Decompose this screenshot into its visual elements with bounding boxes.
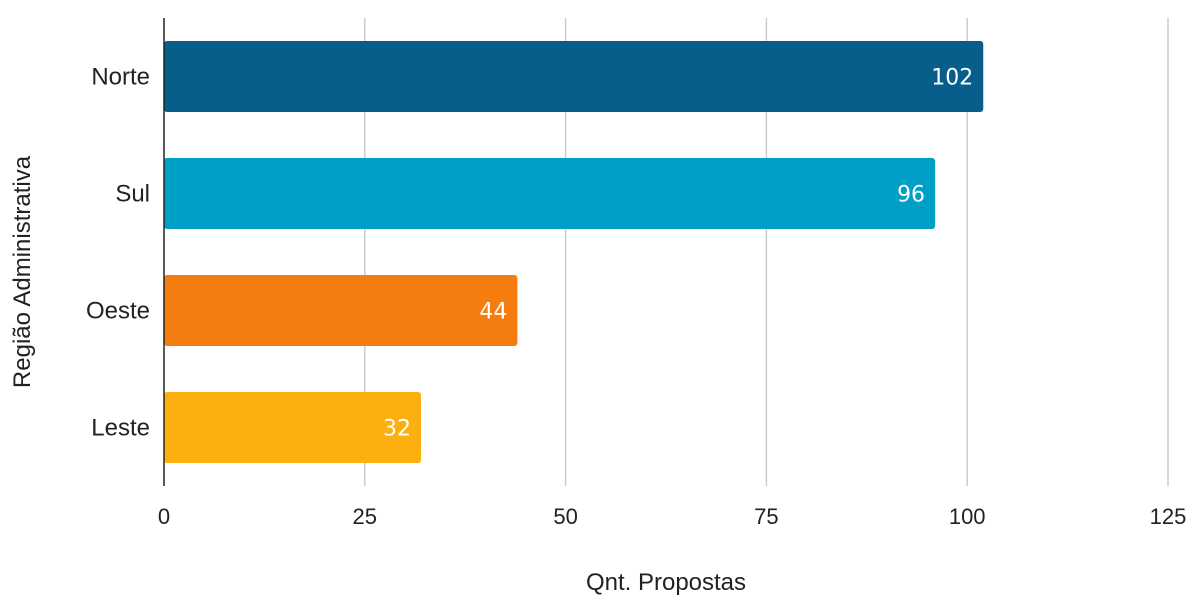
x-tick-label: 75 (754, 504, 778, 529)
category-label: Norte (91, 64, 150, 91)
data-labels: 102 96 44 32 (383, 66, 973, 442)
x-tick-label: 0 (158, 504, 170, 529)
x-tick-label: 125 (1150, 504, 1187, 529)
bar-sul (164, 158, 936, 229)
data-label: 96 (897, 183, 925, 208)
bar-oeste (164, 275, 518, 346)
category-label: Sul (115, 181, 150, 208)
category-labels: Norte Sul Oeste Leste (86, 64, 150, 442)
category-label: Leste (91, 415, 150, 442)
x-axis-title: Qnt. Propostas (586, 569, 746, 596)
data-label: 44 (479, 300, 507, 325)
x-tick-label: 50 (553, 504, 577, 529)
category-label: Oeste (86, 298, 150, 325)
x-tick-label: 25 (353, 504, 377, 529)
x-tick-labels: 0 25 50 75 100 125 (158, 504, 1186, 529)
data-label: 102 (931, 66, 973, 91)
x-tick-label: 100 (949, 504, 986, 529)
bar-leste (164, 392, 422, 463)
data-label: 32 (383, 417, 411, 442)
bar-norte (164, 41, 984, 112)
y-axis-title: Região Administrativa (9, 155, 36, 388)
bars (164, 41, 984, 463)
